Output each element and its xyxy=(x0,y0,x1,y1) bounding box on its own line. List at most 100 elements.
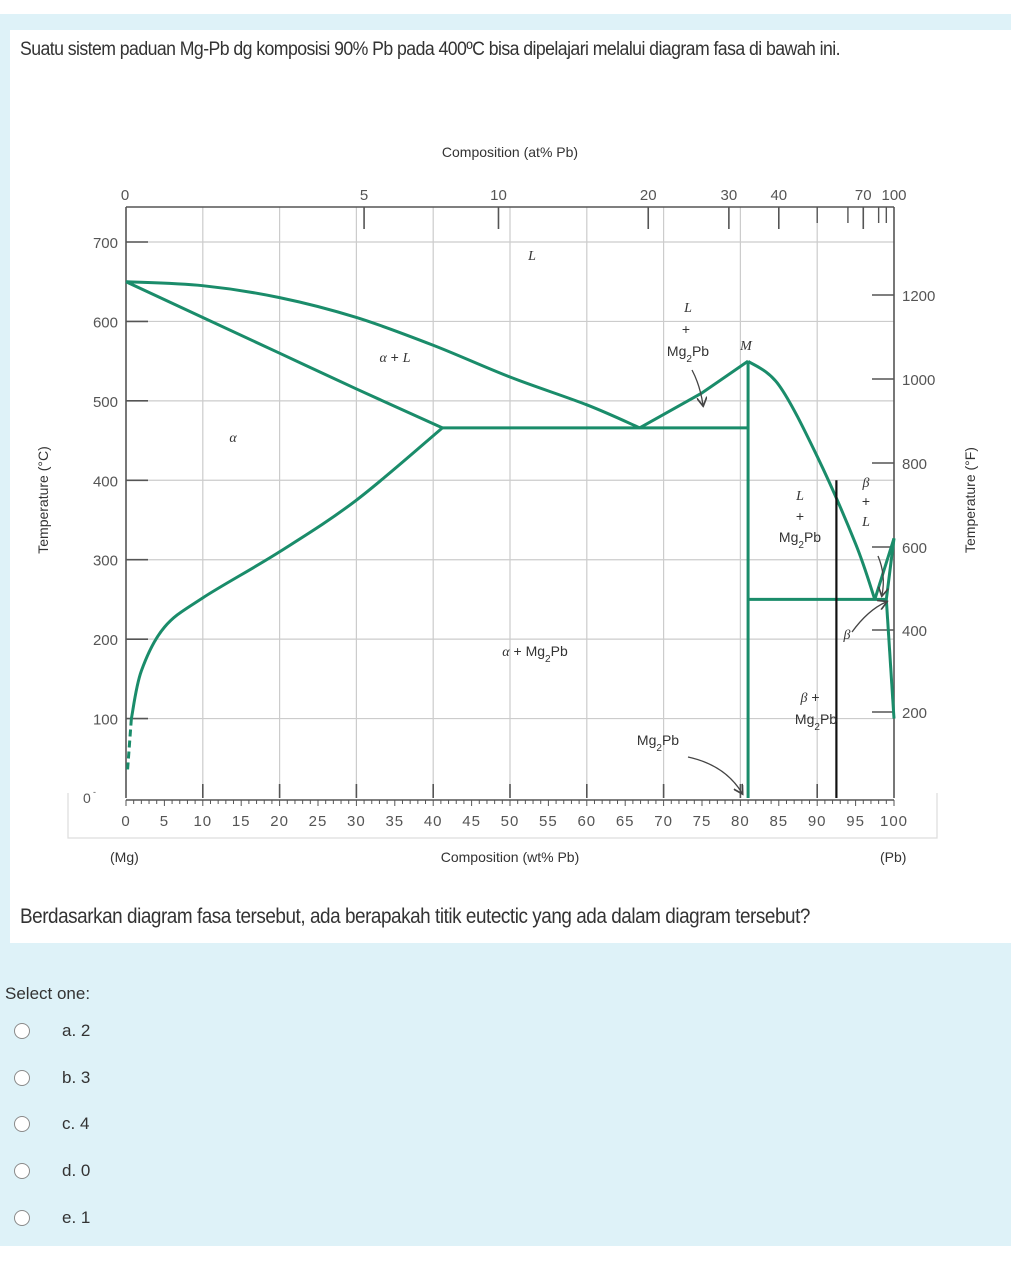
phase-line-solvus-dashed xyxy=(126,718,133,771)
x2-tick-label: 70 xyxy=(855,187,872,204)
region-label-mg2pb-3: Mg2Pb xyxy=(795,711,837,733)
x-tick-label: 65 xyxy=(616,813,635,830)
y-tick-label: 100 xyxy=(93,712,118,729)
y-tick-label: 600 xyxy=(93,314,118,331)
question-prompt: Berdasarkan diagram fasa tersebut, ada b… xyxy=(20,905,810,928)
y-tick-label: 400 xyxy=(93,473,118,490)
option-b-label[interactable]: b. 3 xyxy=(62,1068,91,1087)
x-tick-label: 85 xyxy=(769,813,788,830)
x-tick-label: 0 xyxy=(121,813,130,830)
y2-tick-label: 400 xyxy=(902,623,927,640)
phase-line-solvus-alpha xyxy=(129,426,444,719)
region-label-l: L xyxy=(861,515,870,530)
x-tick-label: 40 xyxy=(424,813,443,830)
region-label-l-mg2pb-2: L xyxy=(795,489,804,504)
option-d-label[interactable]: d. 0 xyxy=(62,1161,91,1180)
x-end-label-mg: (Mg) xyxy=(110,849,139,865)
region-label-mg2pb-compound: Mg2Pb xyxy=(637,732,679,754)
x-end-label-pb: (Pb) xyxy=(880,849,906,865)
arrow-l-mg2pb xyxy=(691,369,703,405)
option-e[interactable]: e. 1 xyxy=(10,1203,90,1233)
y-tick-label: 700 xyxy=(93,235,118,252)
region-label-mg2pb-1: Mg2Pb xyxy=(667,343,709,365)
x-tick-label: 25 xyxy=(309,813,328,830)
x-tick-label: 90 xyxy=(808,813,827,830)
region-label-alpha-plus-liquid: α + L xyxy=(379,349,410,366)
question-text-card xyxy=(5,30,1011,943)
radio-button-e[interactable] xyxy=(14,1210,30,1226)
x-tick-label: 70 xyxy=(654,813,673,830)
left-band xyxy=(0,14,5,944)
y2-tick-label: 1200 xyxy=(902,288,935,305)
x-tick-label: 45 xyxy=(462,813,481,830)
option-a-label[interactable]: a. 2 xyxy=(62,1021,91,1040)
radio-button-c[interactable] xyxy=(14,1116,30,1132)
x-tick-label: 20 xyxy=(270,813,289,830)
x-tick-label: 60 xyxy=(577,813,596,830)
y-axis-label: Temperature (°C) xyxy=(35,446,51,554)
option-d[interactable]: d. 0 xyxy=(10,1156,90,1186)
answer-area xyxy=(0,943,1011,1246)
y2-axis-label: Temperature (°F) xyxy=(962,447,978,553)
x-tick-label: 50 xyxy=(501,813,520,830)
region-label-beta-l: β xyxy=(862,476,870,491)
y-tick-label-0: 0 xyxy=(83,790,91,806)
region-label-alpha-mg2pb: α + Mg2Pb xyxy=(502,643,568,665)
x-tick-label: 30 xyxy=(347,813,366,830)
option-b[interactable]: b. 3 xyxy=(10,1063,90,1093)
x2-axis-label: Composition (at% Pb) xyxy=(442,144,578,160)
y-tick-label: 500 xyxy=(93,394,118,411)
phase-line-liquidus-left xyxy=(125,280,641,430)
option-c-label[interactable]: c. 4 xyxy=(62,1114,90,1133)
y-tick-minus: - xyxy=(93,787,96,797)
region-label-plus: + xyxy=(682,321,690,337)
x-axis-box xyxy=(67,793,938,839)
region-label-beta: β xyxy=(843,628,851,643)
option-c[interactable]: c. 4 xyxy=(10,1109,89,1139)
region-label-liquid: L xyxy=(527,249,536,264)
arrow-mg2pb-compound xyxy=(687,756,742,793)
question-intro: Suatu sistem paduan Mg-Pb dg komposisi 9… xyxy=(20,39,841,60)
region-label-m: M xyxy=(739,339,753,354)
x-tick-label: 95 xyxy=(846,813,865,830)
x-tick-label: 80 xyxy=(731,813,750,830)
x2-tick-label: 10 xyxy=(490,187,507,204)
phase-line-liquidus-mg2pb-left xyxy=(639,359,749,430)
x-tick-label: 75 xyxy=(693,813,712,830)
x2-tick-label: 100 xyxy=(881,187,906,204)
region-label-l-mg2pb-1: L xyxy=(683,301,692,316)
y-tick-label: 200 xyxy=(93,632,118,649)
arrow-beta xyxy=(851,602,886,633)
x2-tick-label: 5 xyxy=(360,187,368,204)
x-tick-label: 35 xyxy=(385,813,404,830)
x-axis-label: Composition (wt% Pb) xyxy=(441,849,580,865)
x-tick-label: 5 xyxy=(160,813,169,830)
top-band xyxy=(0,14,1011,30)
region-label-mg2pb-2: Mg2Pb xyxy=(779,529,821,551)
y2-tick-label: 800 xyxy=(902,456,927,473)
arrow-beta-l xyxy=(877,555,883,595)
phase-line-beta-solvus xyxy=(884,599,896,719)
region-label-beta-mg2pb: β + xyxy=(799,689,819,706)
region-label-plus: + xyxy=(796,508,804,524)
x2-tick-label: 0 xyxy=(121,187,129,204)
radio-button-b[interactable] xyxy=(14,1070,30,1086)
x-tick-label: 15 xyxy=(232,813,251,830)
phase-diagram-svg: 0 5 10 15 20 25 30 35 40 45 50 55 60 65 70 75 80 85 90 95 10… xyxy=(35,144,978,865)
option-a[interactable]: a. 2 xyxy=(10,1016,90,1046)
region-label-plus: + xyxy=(862,493,870,509)
phase-line-solidus-alpha xyxy=(125,280,444,430)
option-e-label[interactable]: e. 1 xyxy=(62,1208,91,1227)
y2-tick-label: 600 xyxy=(902,540,927,557)
radio-button-a[interactable] xyxy=(14,1023,30,1039)
x2-tick-label: 20 xyxy=(640,187,657,204)
phase-diagram-chart: 0 5 10 15 20 25 30 35 40 45 50 55 60 65 70 75 80 85 90 95 10… xyxy=(0,130,1011,885)
x-tick-label: 55 xyxy=(539,813,558,830)
select-one-label: Select one: xyxy=(5,984,91,1003)
phase-line-liquidus-mg2pb-right xyxy=(747,359,877,600)
x2-tick-label: 40 xyxy=(770,187,787,204)
radio-button-d[interactable] xyxy=(14,1163,30,1179)
x-tick-label: 100 xyxy=(880,813,908,830)
region-label-alpha: α xyxy=(229,431,237,446)
y2-tick-label: 1000 xyxy=(902,372,935,389)
